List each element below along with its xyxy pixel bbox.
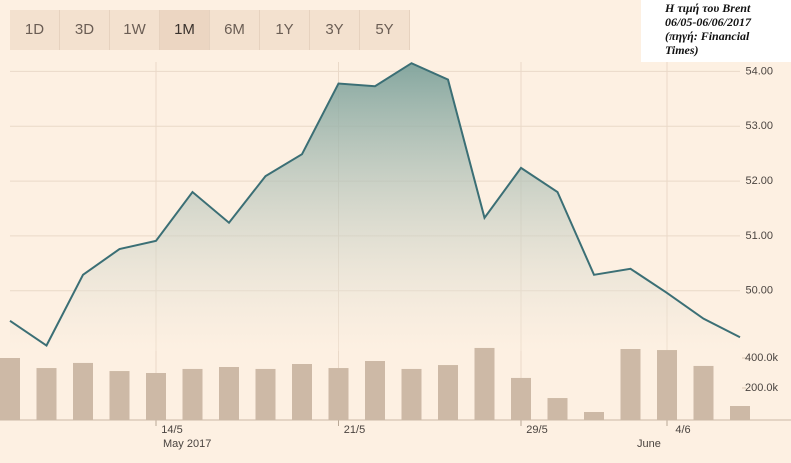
volume-bar: [109, 371, 130, 420]
volume-bar: [657, 350, 677, 420]
area: [10, 63, 740, 352]
volume-bar: [0, 358, 20, 420]
volume-bar: [328, 368, 349, 420]
annotation-line: 06/05-06/06/2017: [665, 15, 751, 29]
annotation-line: Times): [665, 43, 699, 57]
y-tick-label: 53.00: [745, 120, 773, 132]
range-tab[interactable]: 1D: [10, 10, 60, 50]
x-tick-label: 4/6: [675, 424, 690, 436]
y-tick-label: 400.0k: [745, 352, 779, 364]
annotation-line: Η τιμή του Brent: [665, 1, 751, 15]
y-tick-label: 54.00: [745, 65, 773, 77]
volume-bar: [620, 349, 641, 420]
x-tick-label: 14/5: [161, 424, 182, 436]
volume-bar: [182, 368, 203, 420]
volume-bar: [584, 412, 604, 420]
volume-bar: [693, 365, 714, 420]
range-tab[interactable]: 3Y: [310, 10, 360, 50]
volume-bar: [292, 364, 312, 420]
y-tick-label: 52.00: [745, 175, 773, 187]
range-tab[interactable]: 6M: [210, 10, 260, 50]
price-line: [9, 62, 741, 347]
volume-bar: [219, 367, 239, 420]
y-tick-label: 200.0k: [745, 382, 779, 394]
annotation-line: (πηγή: Financial: [665, 29, 750, 43]
volume-bar: [547, 398, 568, 420]
range-tabs: 1D 3D 1W 1M 6M 1Y 3Y 5Y: [10, 10, 410, 50]
range-tab[interactable]: 3D: [60, 10, 110, 50]
range-tab[interactable]: 5Y: [360, 10, 410, 50]
volume-bar: [36, 368, 57, 420]
annotation: Η τιμή του Brent 06/05-06/06/2017 (πηγή: F…: [641, 0, 791, 62]
volume-bar: [474, 347, 495, 420]
volume-bar: [255, 368, 276, 420]
month-label: June: [637, 438, 661, 450]
volume-bar: [438, 365, 458, 420]
volume-bar: [73, 362, 93, 420]
volume-bar: [511, 377, 531, 420]
volume-bar: [146, 373, 166, 420]
month-label: May 2017: [163, 438, 211, 450]
y-tick-label: 50.00: [745, 285, 773, 297]
volume-bar: [730, 406, 750, 420]
x-tick-label: 29/5: [526, 424, 547, 436]
x-tick-label: 21/5: [344, 424, 365, 436]
range-tab[interactable]: 1M: [160, 10, 210, 50]
range-tab[interactable]: 1Y: [260, 10, 310, 50]
volume-bar: [365, 361, 385, 420]
volume-bar: [401, 368, 422, 420]
range-tab[interactable]: 1W: [110, 10, 160, 50]
y-tick-label: 51.00: [745, 230, 773, 242]
